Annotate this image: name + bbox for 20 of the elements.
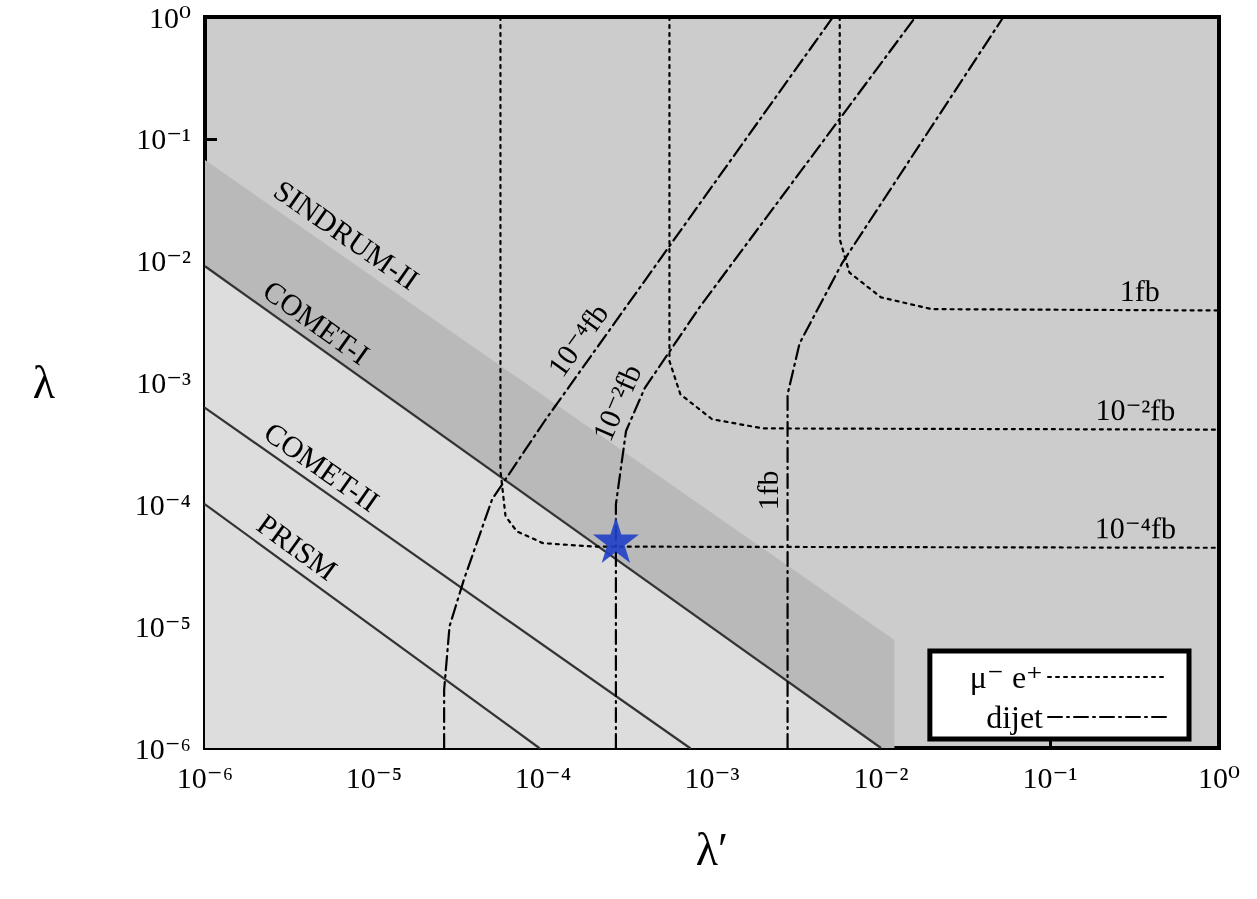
annotation: 10⁻²fb xyxy=(1095,393,1176,427)
legend-label: dijet xyxy=(986,699,1044,735)
y-tick-label: 10⁻³ xyxy=(136,366,191,399)
x-tick-label: 10⁻² xyxy=(853,760,909,794)
annotation: 1fb xyxy=(751,470,785,511)
x-tick-label: 10⁻⁴ xyxy=(514,760,572,794)
legend-label: μ⁻ e⁺ xyxy=(969,659,1043,695)
y-tick-label: 10⁻⁴ xyxy=(134,487,191,521)
annotation: 1fb xyxy=(1119,273,1160,308)
y-axis-title: λ xyxy=(32,357,56,408)
y-tick-label: 10⁻² xyxy=(136,244,191,278)
y-tick-label: 10⁻⁵ xyxy=(134,609,191,643)
x-tick-label: 10⁻³ xyxy=(684,760,740,794)
y-tick-label: 10⁻¹ xyxy=(136,122,191,156)
x-tick-label: 10⁰ xyxy=(1197,760,1241,794)
x-tick-label: 10⁻⁵ xyxy=(345,760,403,794)
x-tick-label: 10⁻¹ xyxy=(1022,760,1078,794)
y-tick-label: 10⁰ xyxy=(148,0,191,34)
x-axis-title: λ′ xyxy=(695,823,729,875)
annotation: 10⁻⁴fb xyxy=(1094,511,1177,545)
